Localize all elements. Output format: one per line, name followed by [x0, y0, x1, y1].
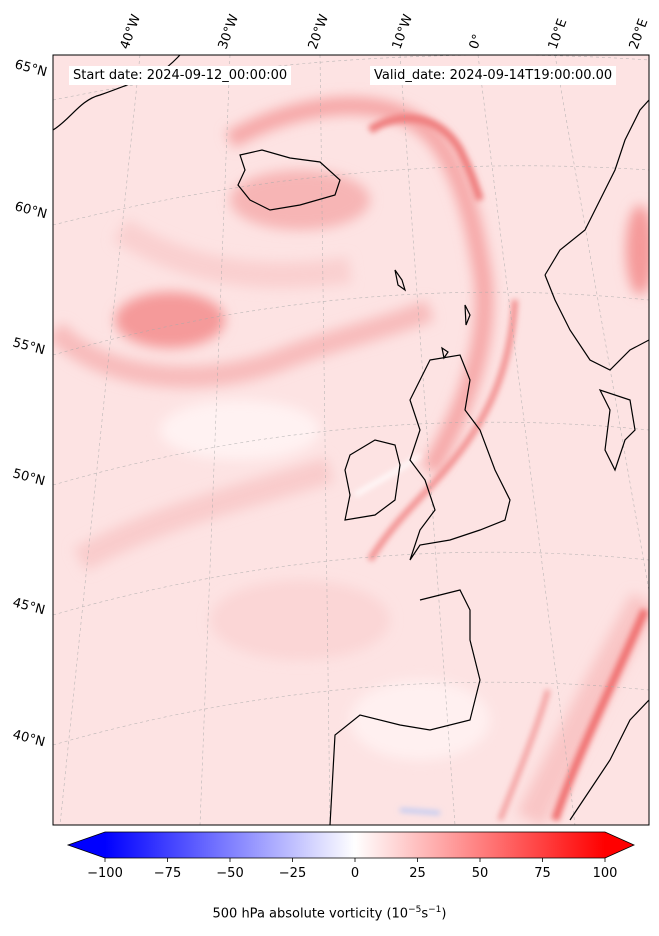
colorbar-title-prefix: 500 hPa absolute vorticity (10	[212, 906, 409, 922]
latitude-labels: 65°N 60°N 55°N 50°N 45°N 40°N	[11, 57, 49, 750]
colorbar-tick-label: 100	[593, 866, 618, 881]
colorbar-title-exp2: −1	[428, 905, 442, 915]
lat-label-40n: 40°N	[11, 727, 47, 750]
lon-label-20e: 20°E	[627, 17, 652, 52]
lat-label-60n: 60°N	[13, 199, 49, 222]
lon-label-40w: 40°W	[118, 12, 144, 51]
colorbar-tick-label: 50	[472, 866, 489, 881]
colorbar-tick-label: −25	[279, 866, 306, 881]
lon-label-10w: 10°W	[390, 12, 416, 51]
colorbar-tick-labels: −100 −75 −50 −25 0 25 50 75 100	[87, 866, 617, 881]
colorbar-title-suffix: )	[441, 906, 447, 922]
colorbar-tick-label: 75	[534, 866, 551, 881]
colorbar: −100 −75 −50 −25 0 25 50 75 100	[66, 831, 635, 881]
colorbar-extend-max	[605, 832, 634, 858]
longitude-labels: 40°W 30°W 20°W 10°W 0° 10°E 20°E	[118, 12, 652, 51]
colorbar-title-mid: s	[421, 906, 429, 922]
lon-label-20w: 20°W	[306, 12, 332, 51]
colorbar-tick-label: −50	[216, 866, 243, 881]
colorbar-tick-label: −100	[87, 866, 123, 881]
lat-label-55n: 55°N	[11, 335, 47, 358]
vorticity-field	[53, 55, 649, 825]
lon-label-30w: 30°W	[216, 12, 242, 51]
colorbar-tick-label: 0	[351, 866, 359, 881]
map-border	[52, 54, 650, 826]
colorbar-extend-min	[68, 832, 105, 858]
lon-label-10e: 10°E	[546, 17, 571, 52]
colorbar-gradient	[105, 832, 605, 858]
lon-label-0: 0°	[467, 32, 486, 51]
valid-date-label: Valid_date: 2024-09-14T19:00:00.00	[370, 66, 617, 85]
colorbar-title-exp1: −5	[408, 905, 422, 915]
lat-label-45n: 45°N	[11, 595, 47, 618]
colorbar-tick-label: 25	[409, 866, 426, 881]
colorbar-title: 500 hPa absolute vorticity (10−5s−1)	[0, 905, 659, 921]
lat-label-65n: 65°N	[13, 57, 49, 80]
colorbar-ticks	[104, 858, 606, 862]
lat-label-50n: 50°N	[11, 466, 47, 489]
start-date-label: Start date: 2024-09-12_00:00:00	[69, 66, 292, 85]
colorbar-tick-label: −75	[154, 866, 181, 881]
